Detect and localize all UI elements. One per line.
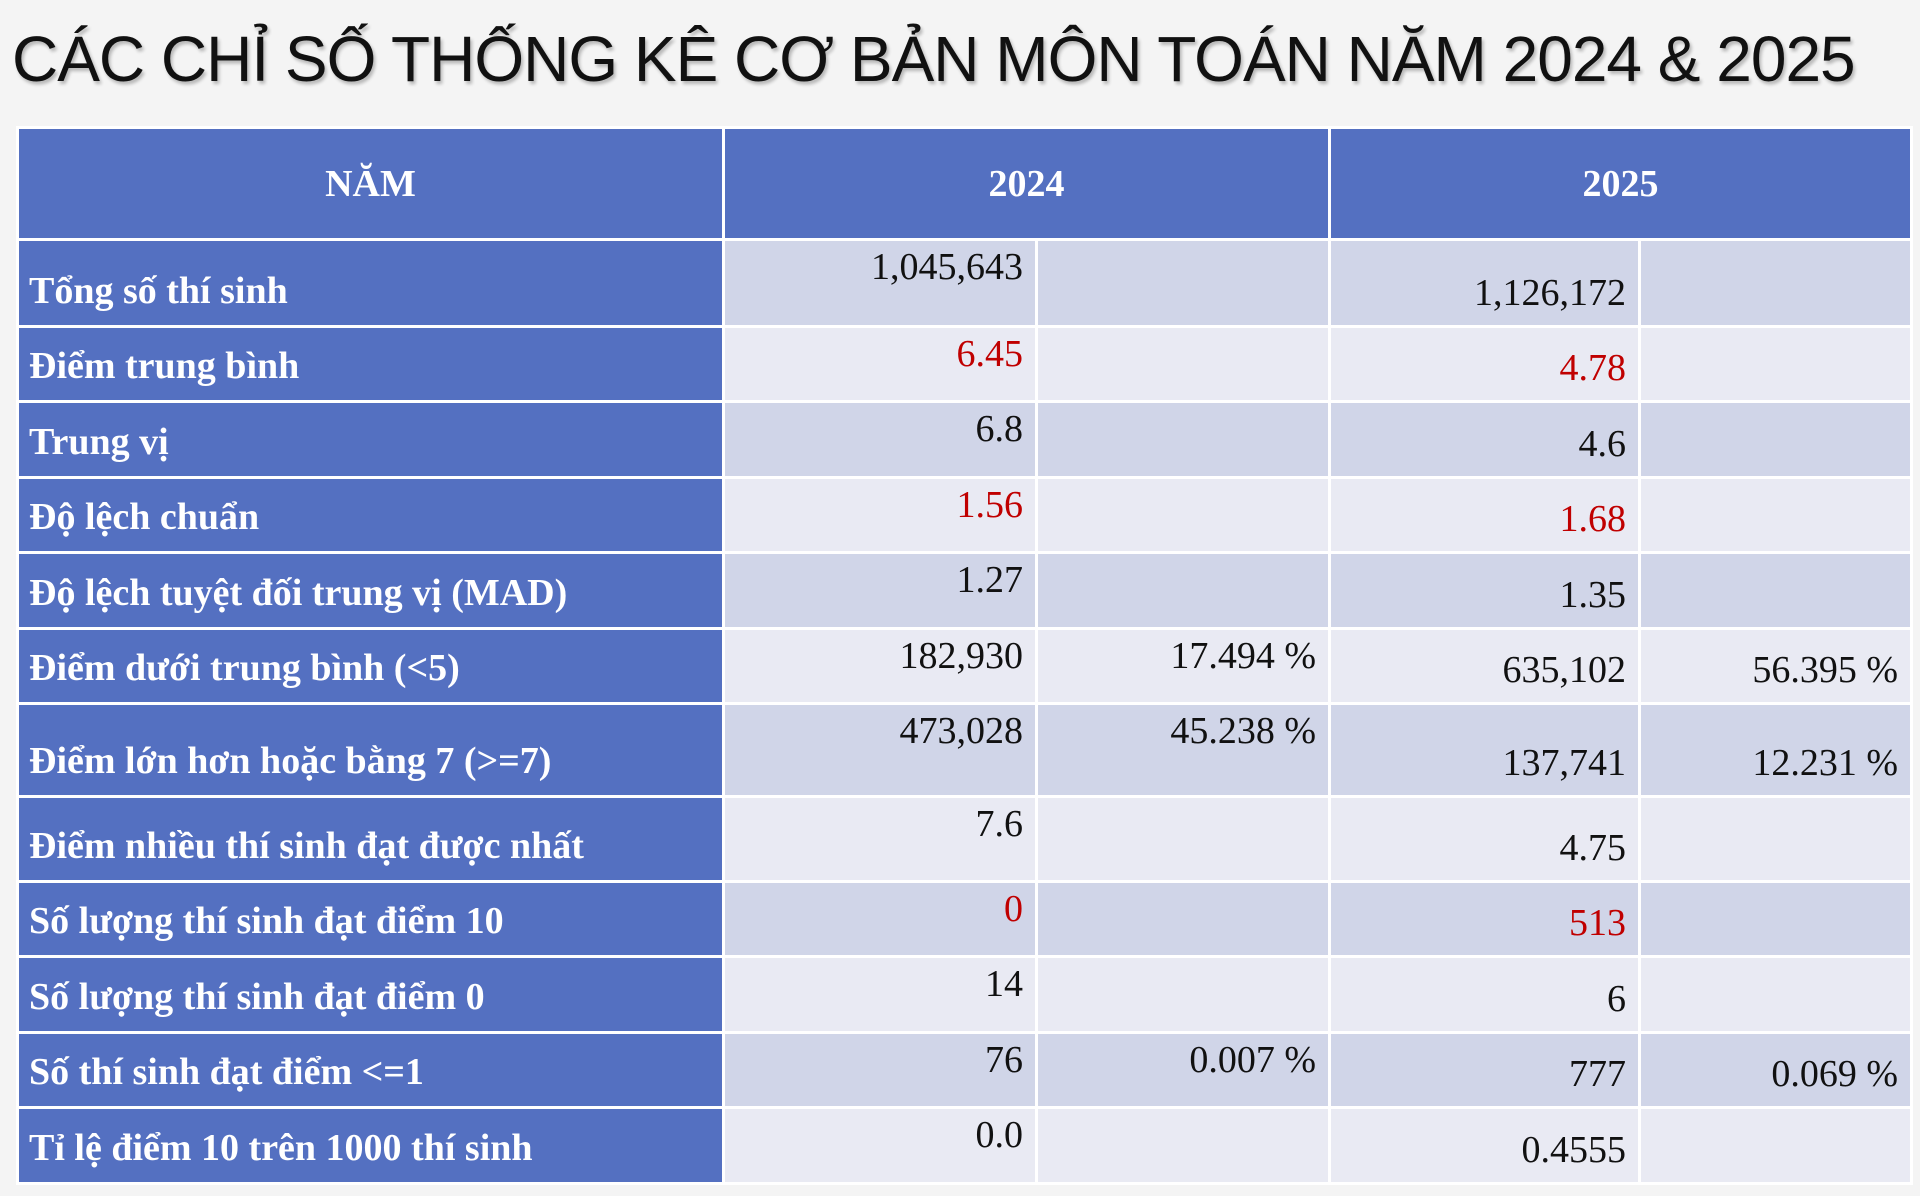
row-label: Tổng số thí sinh bbox=[16, 238, 725, 328]
value-2024: 182,930 bbox=[722, 626, 1038, 706]
table-row: Số lượng thí sinh đạt điểm 10 0 513 bbox=[16, 879, 1913, 959]
table-row: Điểm lớn hơn hoặc bằng 7 (>=7) 473,028 4… bbox=[16, 702, 1913, 799]
percent-2024: 0.007 % bbox=[1035, 1030, 1331, 1110]
row-label: Điểm trung bình bbox=[16, 324, 725, 404]
percent-2025 bbox=[1638, 879, 1913, 959]
table-row: Số thí sinh đạt điểm <=1 76 0.007 % 777 … bbox=[16, 1030, 1913, 1110]
table-row: Điểm dưới trung bình (<5) 182,930 17.494… bbox=[16, 626, 1913, 706]
row-label: Độ lệch tuyệt đối trung vị (MAD) bbox=[16, 551, 725, 630]
value-2025: 777 bbox=[1328, 1030, 1641, 1110]
percent-2024 bbox=[1035, 238, 1331, 328]
value-2025: 0.4555 bbox=[1328, 1106, 1641, 1185]
percent-2024 bbox=[1035, 879, 1331, 959]
percent-2025 bbox=[1638, 475, 1913, 555]
table-row: Độ lệch chuẩn 1.56 1.68 bbox=[16, 475, 1913, 555]
row-label: Số lượng thí sinh đạt điểm 10 bbox=[16, 879, 725, 959]
percent-2025: 56.395 % bbox=[1638, 626, 1913, 706]
value-2024: 7.6 bbox=[722, 795, 1038, 883]
table-row: Tổng số thí sinh 1,045,643 1,126,172 bbox=[16, 238, 1913, 328]
percent-2024 bbox=[1035, 1106, 1331, 1185]
table-row: Tỉ lệ điểm 10 trên 1000 thí sinh 0.0 0.4… bbox=[16, 1106, 1913, 1185]
value-2024: 473,028 bbox=[722, 702, 1038, 799]
percent-2025 bbox=[1638, 238, 1913, 328]
value-2025: 1,126,172 bbox=[1328, 238, 1641, 328]
value-2024: 6.8 bbox=[722, 400, 1038, 479]
value-2025: 635,102 bbox=[1328, 626, 1641, 706]
value-2025: 1.68 bbox=[1328, 475, 1641, 555]
value-2024: 1,045,643 bbox=[722, 238, 1038, 328]
percent-2024 bbox=[1035, 400, 1331, 479]
table-row: Độ lệch tuyệt đối trung vị (MAD) 1.27 1.… bbox=[16, 551, 1913, 630]
percent-2025 bbox=[1638, 795, 1913, 883]
row-label: Độ lệch chuẩn bbox=[16, 475, 725, 555]
percent-2025 bbox=[1638, 551, 1913, 630]
row-label: Số thí sinh đạt điểm <=1 bbox=[16, 1030, 725, 1110]
row-label: Điểm lớn hơn hoặc bằng 7 (>=7) bbox=[16, 702, 725, 799]
value-2025: 513 bbox=[1328, 879, 1641, 959]
percent-2024 bbox=[1035, 475, 1331, 555]
table-row: Số lượng thí sinh đạt điểm 0 14 6 bbox=[16, 955, 1913, 1034]
statistics-table: NĂM 2024 2025 Tổng số thí sinh 1,045,643… bbox=[16, 126, 1913, 1185]
value-2025: 4.75 bbox=[1328, 795, 1641, 883]
row-label: Điểm dưới trung bình (<5) bbox=[16, 626, 725, 706]
percent-2025 bbox=[1638, 1106, 1913, 1185]
percent-2024 bbox=[1035, 324, 1331, 404]
row-label: Tỉ lệ điểm 10 trên 1000 thí sinh bbox=[16, 1106, 725, 1185]
value-2024: 0 bbox=[722, 879, 1038, 959]
value-2024: 0.0 bbox=[722, 1106, 1038, 1185]
percent-2024 bbox=[1035, 955, 1331, 1034]
table-row: Trung vị 6.8 4.6 bbox=[16, 400, 1913, 479]
header-year-label: NĂM bbox=[16, 126, 725, 241]
row-label: Điểm nhiều thí sinh đạt được nhất bbox=[16, 795, 725, 883]
value-2025: 6 bbox=[1328, 955, 1641, 1034]
value-2025: 1.35 bbox=[1328, 551, 1641, 630]
header-year-2024: 2024 bbox=[722, 126, 1331, 241]
table-header-row: NĂM 2024 2025 bbox=[16, 126, 1913, 241]
row-label: Số lượng thí sinh đạt điểm 0 bbox=[16, 955, 725, 1034]
percent-2024 bbox=[1035, 551, 1331, 630]
value-2025: 4.78 bbox=[1328, 324, 1641, 404]
header-year-2025: 2025 bbox=[1328, 126, 1913, 241]
percent-2024: 45.238 % bbox=[1035, 702, 1331, 799]
value-2024: 1.27 bbox=[722, 551, 1038, 630]
percent-2025 bbox=[1638, 955, 1913, 1034]
percent-2025 bbox=[1638, 324, 1913, 404]
value-2024: 76 bbox=[722, 1030, 1038, 1110]
percent-2025 bbox=[1638, 400, 1913, 479]
table-row: Điểm trung bình 6.45 4.78 bbox=[16, 324, 1913, 404]
value-2024: 1.56 bbox=[722, 475, 1038, 555]
percent-2025: 0.069 % bbox=[1638, 1030, 1913, 1110]
percent-2024 bbox=[1035, 795, 1331, 883]
percent-2025: 12.231 % bbox=[1638, 702, 1913, 799]
value-2025: 137,741 bbox=[1328, 702, 1641, 799]
value-2024: 6.45 bbox=[722, 324, 1038, 404]
percent-2024: 17.494 % bbox=[1035, 626, 1331, 706]
page-title: CÁC CHỈ SỐ THỐNG KÊ CƠ BẢN MÔN TOÁN NĂM … bbox=[12, 23, 1856, 95]
value-2024: 14 bbox=[722, 955, 1038, 1034]
row-label: Trung vị bbox=[16, 400, 725, 479]
value-2025: 4.6 bbox=[1328, 400, 1641, 479]
table-row: Điểm nhiều thí sinh đạt được nhất 7.6 4.… bbox=[16, 795, 1913, 883]
